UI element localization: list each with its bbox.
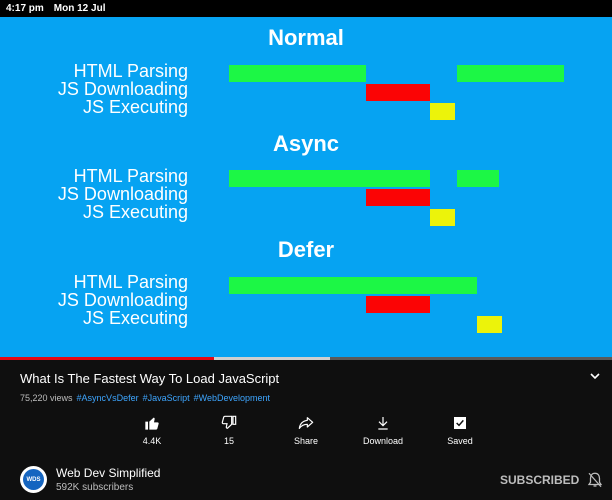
bar-html-parsing [229, 170, 430, 187]
row-label-html-parsing: HTML Parsing [73, 166, 188, 186]
channel-name[interactable]: Web Dev Simplified [56, 466, 161, 480]
share-button[interactable]: Share [271, 415, 341, 446]
thumbs-down-icon [221, 415, 237, 429]
bar-js-downloading [366, 296, 430, 313]
row-label-js-executing: JS Executing [82, 202, 188, 222]
share-icon [298, 417, 314, 429]
channel-row: WDS Web Dev Simplified 592K subscribers … [0, 462, 612, 500]
row-label-js-downloading: JS Downloading [57, 290, 188, 310]
bar-html-parsing [457, 65, 564, 82]
bar-js-executing [430, 103, 455, 120]
download-label: Download [362, 436, 404, 446]
saved-playlist-icon [454, 417, 466, 429]
status-time: 4:17 pm [6, 3, 44, 14]
chevron-down-icon[interactable] [588, 369, 602, 383]
download-icon [378, 417, 388, 430]
status-bar: 4:17 pm Mon 12 Jul [0, 0, 612, 17]
bar-js-downloading [366, 84, 430, 101]
row-label-html-parsing: HTML Parsing [73, 272, 188, 292]
bar-js-downloading [366, 189, 430, 206]
row-label-js-downloading: JS Downloading [57, 184, 188, 204]
video-title[interactable]: What Is The Fastest Way To Load JavaScri… [20, 371, 280, 386]
dislike-button[interactable]: 15 [194, 415, 264, 446]
section-title-normal: Normal [268, 25, 344, 50]
thumbs-up-icon [145, 417, 159, 430]
status-date: Mon 12 Jul [53, 3, 106, 14]
row-label-js-executing: JS Executing [82, 97, 188, 117]
hashtag-link[interactable]: #JavaScript [142, 393, 190, 403]
bar-html-parsing [229, 65, 366, 82]
video-player[interactable]: Normal HTML Parsing JS Downloading JS Ex… [0, 17, 612, 358]
bar-html-parsing [229, 277, 477, 294]
save-button[interactable]: Saved [425, 415, 495, 446]
dislike-count: 15 [223, 436, 234, 446]
row-label-html-parsing: HTML Parsing [73, 61, 188, 81]
subscribed-button[interactable]: SUBSCRIBED [500, 473, 580, 487]
bar-js-executing [477, 316, 502, 333]
progress-played [0, 357, 215, 360]
section-title-defer: Defer [277, 237, 335, 262]
row-label-js-downloading: JS Downloading [57, 79, 188, 99]
bar-js-executing [430, 209, 455, 226]
share-label: Share [293, 436, 319, 446]
like-count: 4.4K [142, 436, 162, 446]
bar-html-parsing [457, 170, 499, 187]
save-label: Saved [447, 436, 473, 446]
subscriber-count: 592K subscribers [56, 482, 134, 493]
row-label-js-executing: JS Executing [82, 308, 188, 328]
video-meta: 75,220 views #AsyncVsDefer #JavaScript #… [20, 393, 270, 403]
hashtag-link[interactable]: #WebDevelopment [193, 393, 270, 403]
notification-bell-off-icon[interactable] [586, 471, 604, 489]
view-count: 75,220 views [20, 393, 73, 403]
section-title-async: Async [272, 131, 340, 156]
avatar-text: WDS [23, 469, 44, 490]
avatar[interactable]: WDS [20, 466, 47, 493]
video-progress-bar[interactable] [0, 357, 612, 360]
download-button[interactable]: Download [348, 415, 418, 446]
hashtag-link[interactable]: #AsyncVsDefer [76, 393, 139, 403]
like-button[interactable]: 4.4K [117, 415, 187, 446]
